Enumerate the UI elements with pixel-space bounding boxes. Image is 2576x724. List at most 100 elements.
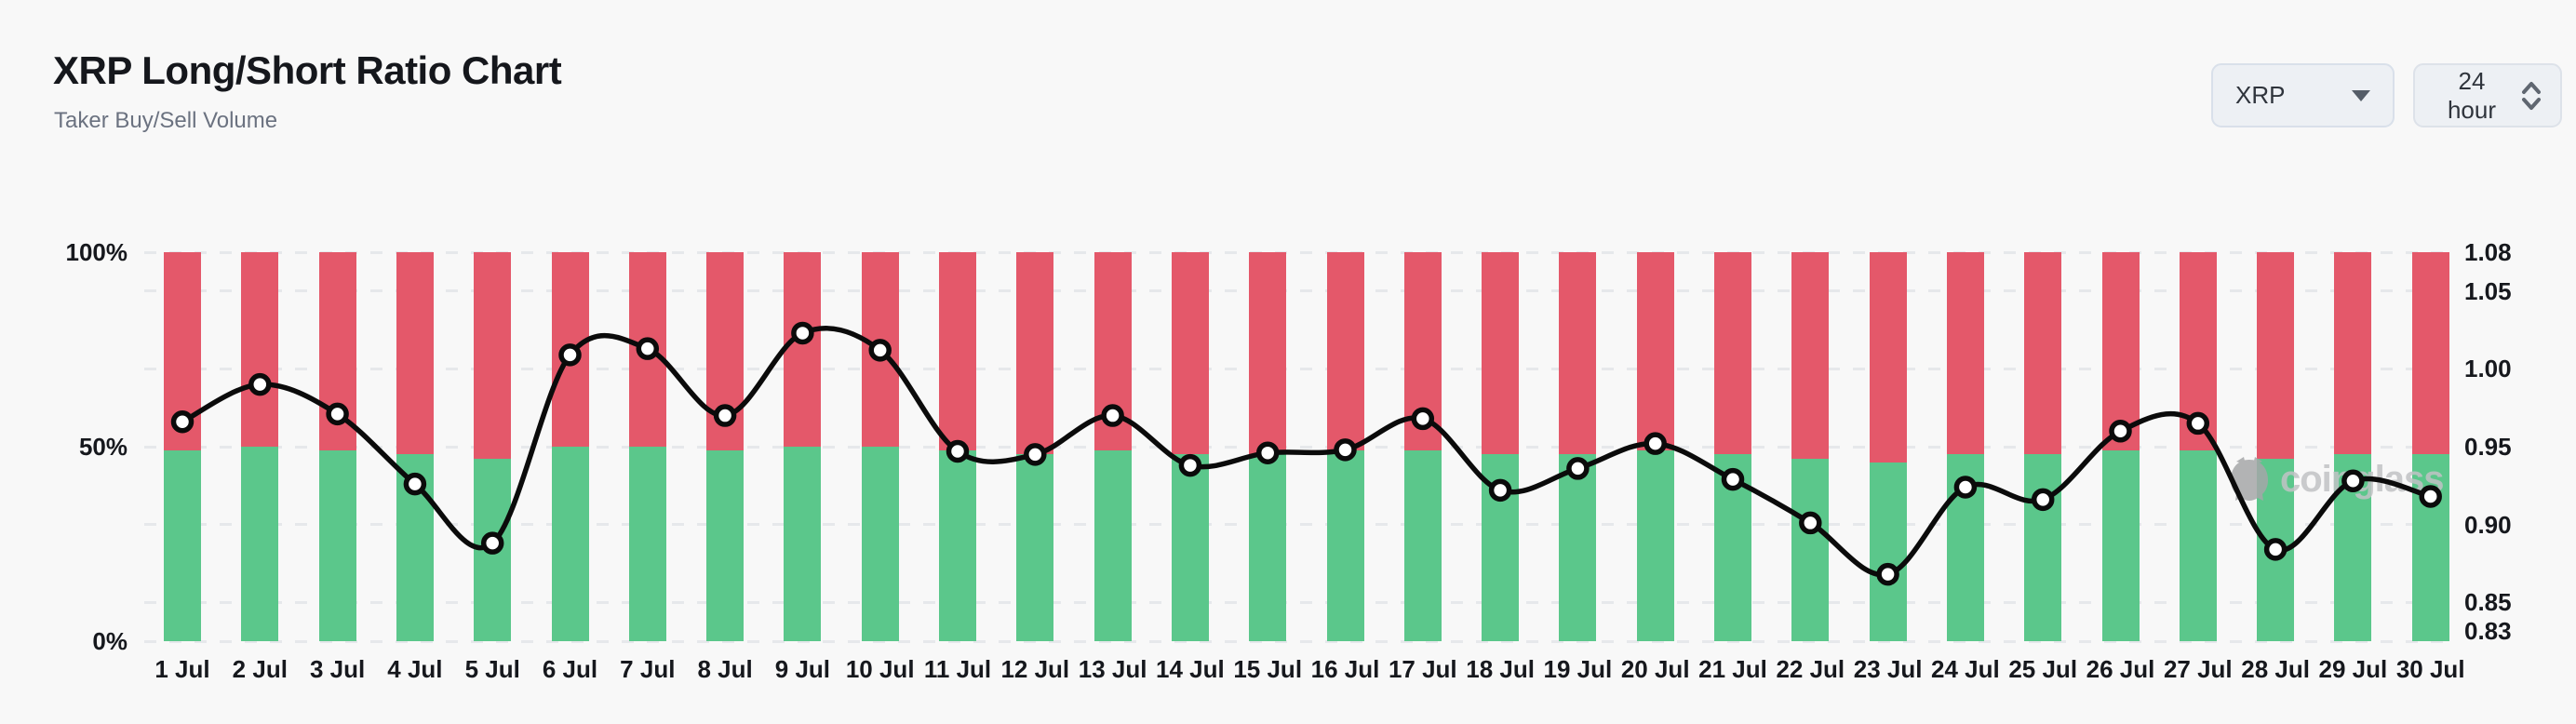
right-axis-label: 0.95 bbox=[2464, 433, 2512, 461]
short-bar bbox=[1636, 252, 1674, 451]
long-bar bbox=[1249, 454, 1287, 641]
short-bar bbox=[1559, 252, 1597, 455]
interval-select-value: 24 hour bbox=[2447, 66, 2497, 124]
long-bar bbox=[1326, 450, 1364, 641]
x-axis-label: 5 Jul bbox=[464, 655, 520, 683]
grid-line bbox=[144, 289, 2443, 293]
right-axis-label: 1.00 bbox=[2464, 355, 2512, 383]
right-axis-label: 1.05 bbox=[2464, 276, 2512, 305]
short-bar bbox=[1482, 252, 1520, 455]
x-axis-label: 27 Jul bbox=[2163, 655, 2233, 683]
short-bar bbox=[784, 252, 822, 447]
x-axis-label: 10 Jul bbox=[845, 655, 915, 683]
grid-line bbox=[144, 250, 2443, 254]
left-axis-label: 50% bbox=[78, 433, 127, 461]
short-bar bbox=[1791, 252, 1830, 459]
x-axis-label: 28 Jul bbox=[2241, 655, 2310, 683]
long-bar bbox=[1714, 454, 1751, 641]
short-bar bbox=[2334, 252, 2372, 455]
long-bar bbox=[1016, 454, 1054, 641]
long-bar bbox=[1171, 454, 1209, 641]
x-axis-label: 12 Jul bbox=[1000, 655, 1070, 683]
chart-subtitle: Taker Buy/Sell Volume bbox=[54, 108, 278, 133]
x-axis-label: 16 Jul bbox=[1310, 655, 1380, 683]
short-bar bbox=[1171, 252, 1209, 455]
short-bar bbox=[164, 252, 201, 451]
long-bar bbox=[784, 447, 822, 641]
x-axis-label: 19 Jul bbox=[1543, 655, 1613, 683]
x-axis-label: 17 Jul bbox=[1388, 655, 1457, 683]
left-axis-label: 0% bbox=[92, 627, 127, 655]
x-axis-label: 9 Jul bbox=[774, 655, 831, 683]
short-bar bbox=[1249, 252, 1287, 455]
x-axis-label: 11 Jul bbox=[923, 655, 992, 683]
x-axis-label: 4 Jul bbox=[387, 655, 443, 683]
short-bar bbox=[861, 252, 899, 447]
short-bar bbox=[2024, 252, 2062, 455]
short-bar bbox=[1093, 252, 1132, 451]
x-axis-label: 30 Jul bbox=[2395, 655, 2465, 683]
short-bar bbox=[241, 252, 279, 447]
x-axis-label: 2 Jul bbox=[232, 655, 288, 683]
long-bar bbox=[1946, 454, 1984, 641]
long-bar bbox=[164, 450, 201, 641]
long-bar bbox=[1559, 454, 1597, 641]
long-bar bbox=[474, 458, 512, 641]
long-bar bbox=[1636, 450, 1674, 641]
short-bar bbox=[2101, 252, 2140, 451]
interval-select[interactable]: 24 hour bbox=[2413, 63, 2562, 127]
long-bar bbox=[861, 447, 899, 641]
short-bar bbox=[628, 252, 666, 447]
long-bar bbox=[706, 450, 745, 641]
short-bar bbox=[2411, 252, 2449, 455]
long-bar bbox=[1093, 450, 1132, 641]
x-axis-label: 22 Jul bbox=[1776, 655, 1845, 683]
short-bar bbox=[706, 252, 745, 451]
long-bar bbox=[551, 447, 589, 641]
short-bar bbox=[2257, 252, 2295, 459]
long-bar bbox=[2257, 458, 2295, 641]
x-axis-label: 25 Jul bbox=[2008, 655, 2078, 683]
x-axis-label: 26 Jul bbox=[2086, 655, 2155, 683]
unfold-more-icon bbox=[2522, 81, 2541, 110]
x-axis-label: 23 Jul bbox=[1853, 655, 1923, 683]
grid-line bbox=[144, 639, 2443, 643]
short-bar bbox=[1326, 252, 1364, 451]
short-bar bbox=[939, 252, 976, 451]
x-axis-label: 20 Jul bbox=[1620, 655, 1690, 683]
short-bar bbox=[1403, 252, 1442, 451]
long-bar bbox=[2101, 450, 2140, 641]
short-bar bbox=[1946, 252, 1984, 455]
long-bar bbox=[318, 450, 356, 641]
x-axis-label: 24 Jul bbox=[1931, 655, 2000, 683]
x-axis-label: 13 Jul bbox=[1078, 655, 1147, 683]
long-bar bbox=[396, 454, 434, 641]
long-bar bbox=[2411, 454, 2449, 641]
long-bar bbox=[1482, 454, 1520, 641]
x-axis-label: 6 Jul bbox=[542, 655, 598, 683]
x-axis-label: 21 Jul bbox=[1698, 655, 1767, 683]
long-bar bbox=[2179, 450, 2217, 641]
symbol-select-value: XRP bbox=[2235, 81, 2286, 109]
x-axis-label: 3 Jul bbox=[309, 655, 366, 683]
x-axis-label: 1 Jul bbox=[154, 655, 210, 683]
right-axis-label: 0.83 bbox=[2464, 617, 2512, 645]
long-bar bbox=[939, 450, 976, 641]
long-bar bbox=[1869, 462, 1907, 641]
short-bar bbox=[1016, 252, 1054, 455]
short-bar bbox=[1714, 252, 1751, 455]
long-bar bbox=[1403, 450, 1442, 641]
short-bar bbox=[1869, 252, 1907, 463]
x-axis-label: 15 Jul bbox=[1233, 655, 1303, 683]
short-bar bbox=[2179, 252, 2217, 451]
long-bar bbox=[241, 447, 279, 641]
short-bar bbox=[396, 252, 434, 455]
left-axis-label: 100% bbox=[65, 238, 128, 266]
long-bar bbox=[2024, 454, 2062, 641]
long-bar bbox=[2334, 454, 2372, 641]
symbol-select[interactable]: XRP bbox=[2211, 63, 2395, 127]
x-axis-label: 14 Jul bbox=[1156, 655, 1225, 683]
short-bar bbox=[551, 252, 589, 447]
